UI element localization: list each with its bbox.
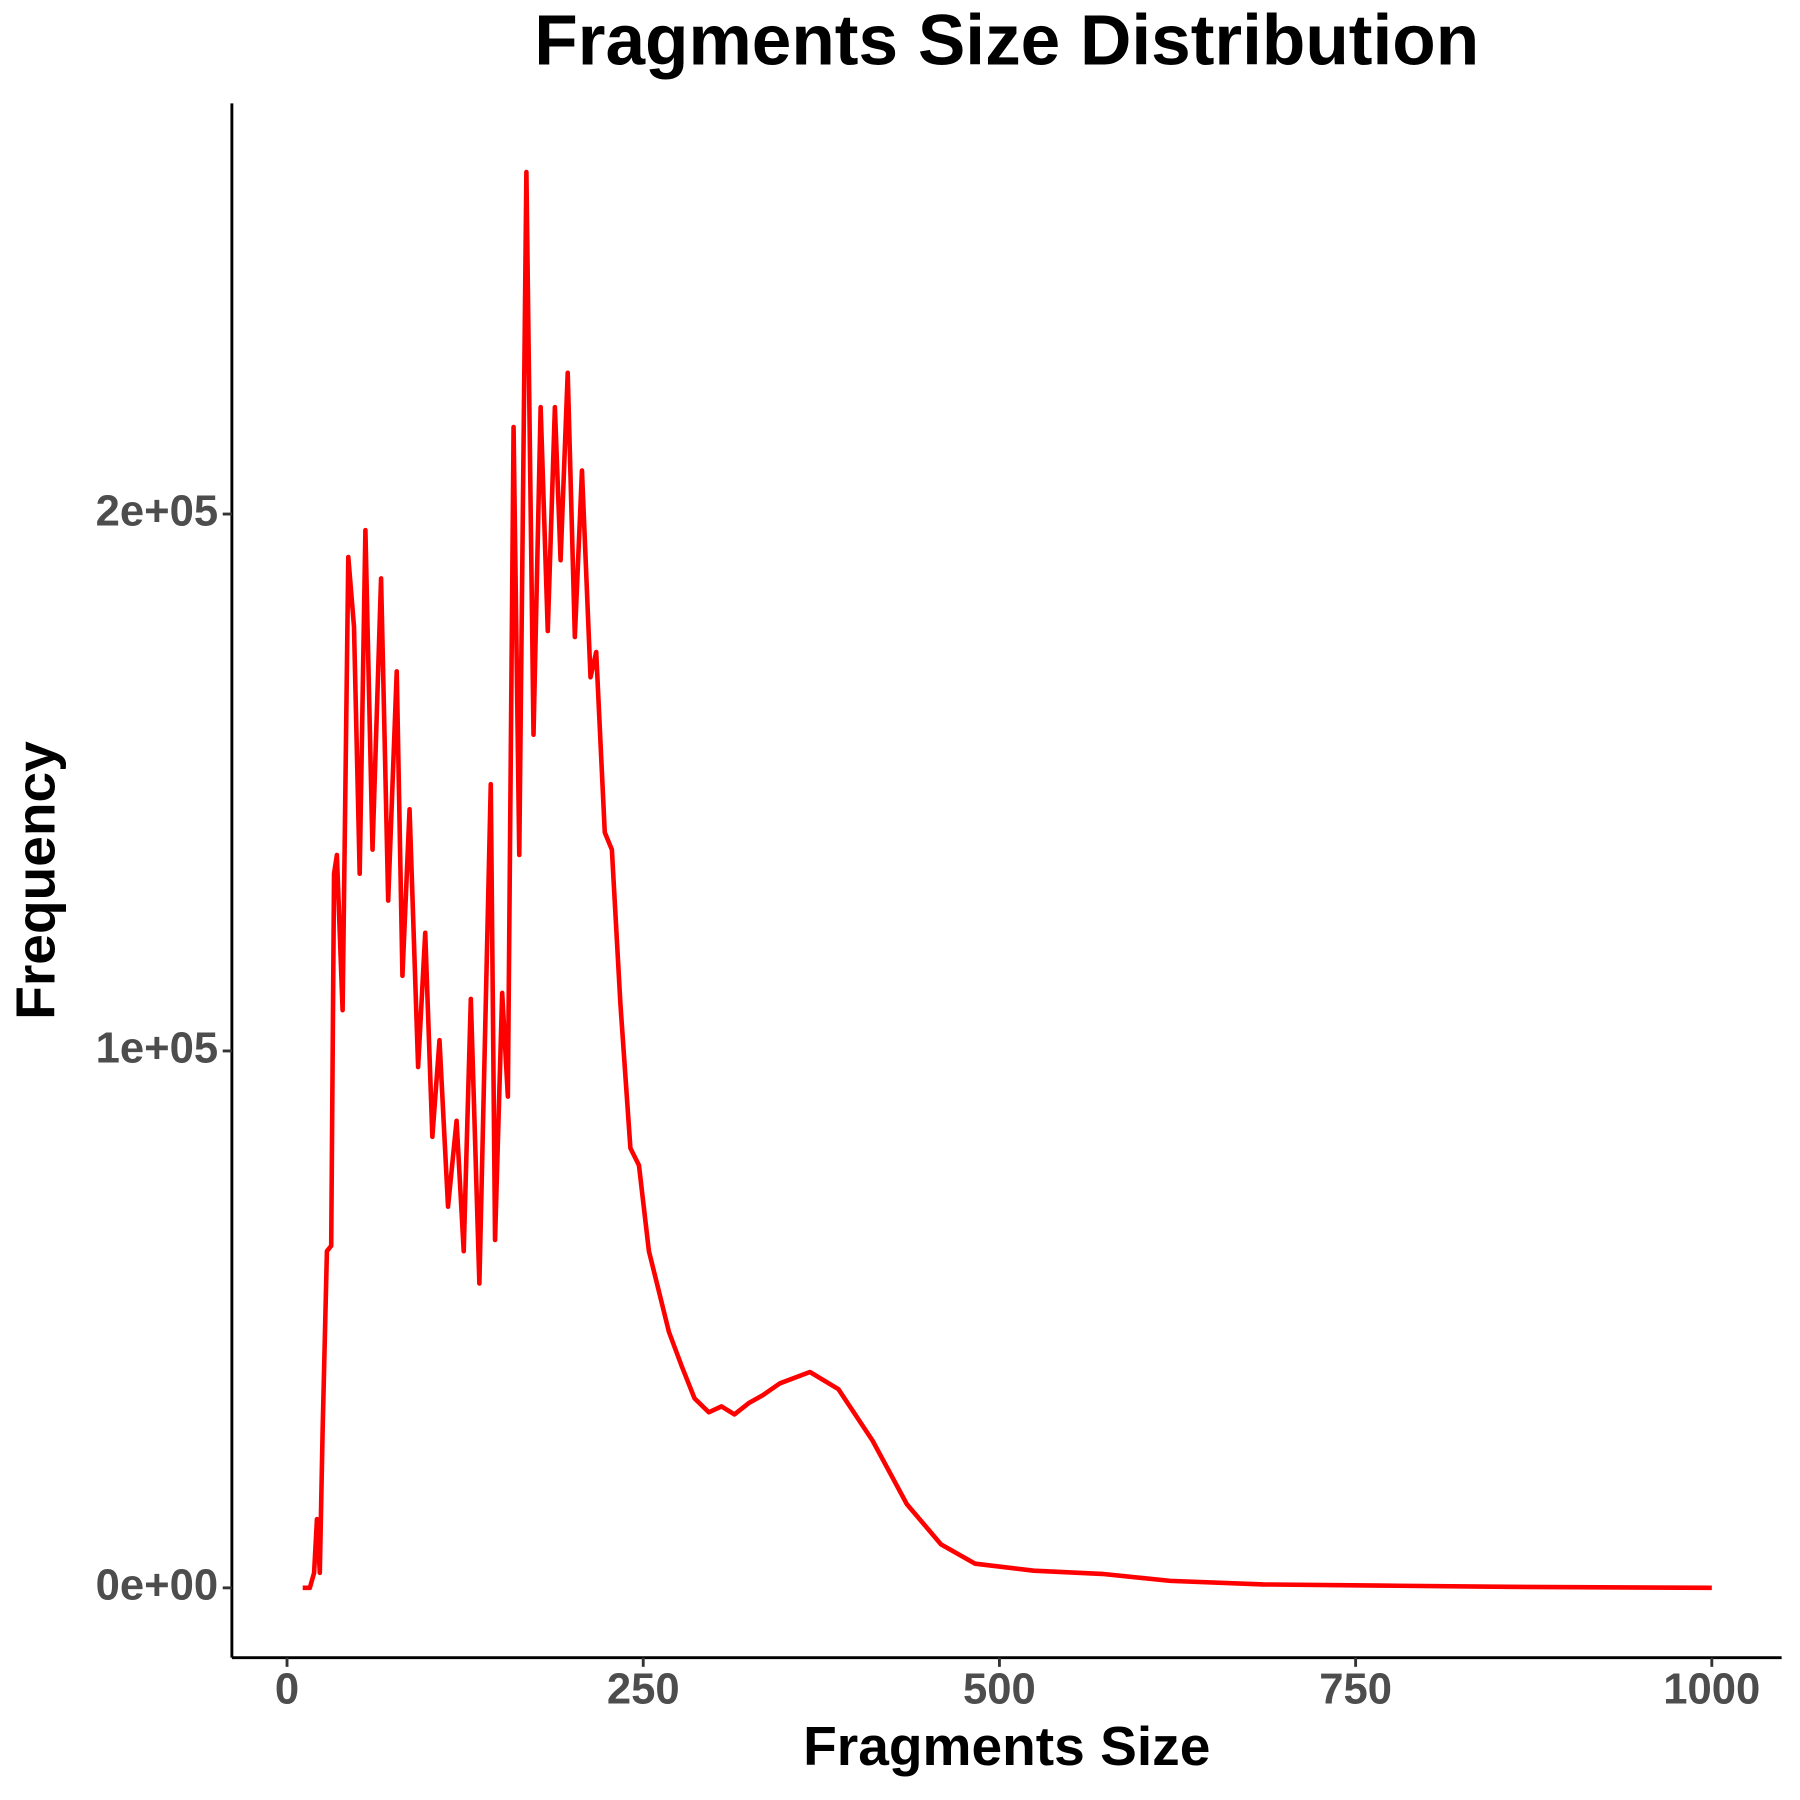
chart-title: Fragments Size Distribution xyxy=(534,2,1479,81)
x-tick-label: 500 xyxy=(963,1666,1036,1714)
data-line xyxy=(302,169,1712,1591)
x-axis-title: Fragments Size xyxy=(803,1715,1210,1777)
y-tick-label: 2e+05 xyxy=(96,488,218,536)
x-tick-label: 750 xyxy=(1319,1666,1392,1714)
x-tick-label: 1000 xyxy=(1663,1666,1760,1714)
x-tick-label: 0 xyxy=(275,1666,299,1714)
y-tick-label: 1e+05 xyxy=(96,1024,218,1072)
y-tick-label: 0e+00 xyxy=(96,1561,218,1609)
x-tick-label: 250 xyxy=(607,1666,680,1714)
y-axis-title: Frequency xyxy=(5,741,67,1020)
